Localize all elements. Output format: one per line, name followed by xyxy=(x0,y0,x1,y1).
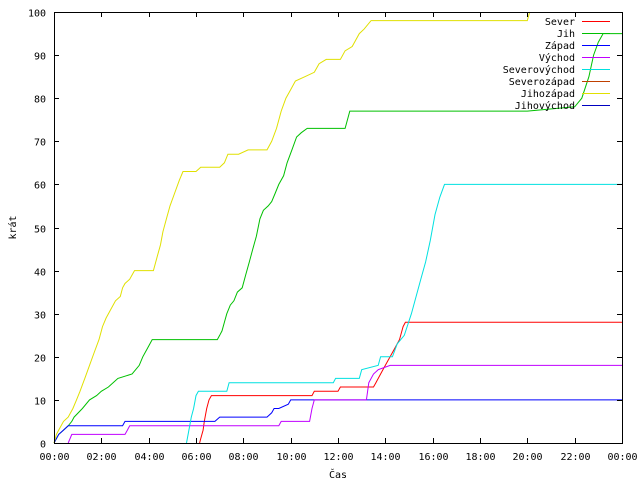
x-tick-label: 20:00 xyxy=(512,452,542,463)
y-tick-label: 90 xyxy=(34,52,46,63)
x-axis-label: Čas xyxy=(329,468,347,480)
y-tick-label: 10 xyxy=(34,397,46,408)
x-tick-label: 00:00 xyxy=(607,452,637,463)
y-tick-label: 40 xyxy=(34,268,46,279)
y-tick-label: 80 xyxy=(34,95,46,106)
y-tick-label: 60 xyxy=(34,181,46,192)
series-line xyxy=(53,11,531,444)
legend-label: Jihozápad xyxy=(521,88,575,100)
x-axis: 00:00 02:00 04:00 06:00 08:00 10:00 12:00 14:00… xyxy=(39,12,638,463)
x-tick-label: 16:00 xyxy=(418,452,448,463)
legend-label: Jihovýchod xyxy=(515,100,575,112)
x-tick-label: 18:00 xyxy=(465,452,495,463)
y-tick-label: 50 xyxy=(34,225,46,236)
x-tick-label: 00:00 xyxy=(39,452,69,463)
y-tick-label: 30 xyxy=(34,311,46,322)
x-tick-label: 12:00 xyxy=(323,452,353,463)
x-tick-label: 10:00 xyxy=(276,452,306,463)
y-tick-label: 20 xyxy=(34,354,46,365)
series-line xyxy=(53,399,622,444)
series-line xyxy=(67,364,622,444)
x-tick-label: 08:00 xyxy=(228,452,258,463)
y-axis: 0 10 20 30 40 50 60 70 80 90 100 xyxy=(28,9,622,451)
legend-label: Severozápad xyxy=(509,76,575,88)
y-tick-label: 100 xyxy=(28,9,46,20)
legend-label: Severovýchod xyxy=(503,64,575,76)
y-tick-label: 0 xyxy=(40,440,46,451)
legend-label: Západ xyxy=(545,40,575,52)
legend-label: Sever xyxy=(545,17,575,28)
series-line xyxy=(53,33,622,444)
legend: SeverJihZápadVýchodSeverovýchodSeverozáp… xyxy=(503,17,610,112)
legend-label: Jih xyxy=(557,29,575,40)
series-layer xyxy=(53,11,622,444)
y-axis-label: krát xyxy=(7,215,19,239)
x-tick-label: 22:00 xyxy=(560,452,590,463)
x-tick-label: 04:00 xyxy=(134,452,164,463)
series-line xyxy=(186,183,622,444)
y-tick-label: 70 xyxy=(34,138,46,149)
legend-label: Východ xyxy=(539,52,575,64)
x-tick-label: 02:00 xyxy=(86,452,116,463)
x-tick-label: 14:00 xyxy=(370,452,400,463)
x-tick-label: 06:00 xyxy=(181,452,211,463)
